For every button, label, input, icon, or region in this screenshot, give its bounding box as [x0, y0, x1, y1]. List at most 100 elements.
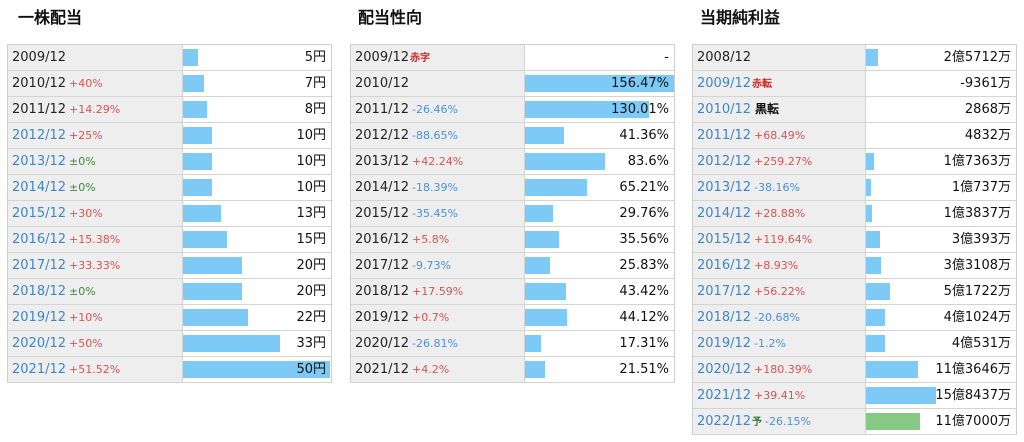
change-percent: +30%	[69, 207, 103, 220]
value-bar	[525, 179, 587, 196]
year-label[interactable]: 2019/12	[697, 336, 752, 351]
dividend-row-label: 2017/12 +33.33%	[8, 253, 183, 278]
payout-row: 2010/12 156.47%	[351, 71, 674, 97]
value-bar	[525, 309, 567, 326]
year-label[interactable]: 2015/12	[697, 232, 752, 247]
row-value: 11億3646万	[935, 362, 1011, 377]
year-label[interactable]: 2009/12	[697, 76, 752, 91]
change-percent: +5.8%	[412, 233, 450, 246]
dividend-row-label: 2012/12 +25%	[8, 123, 183, 148]
row-value: 2868万	[964, 102, 1011, 117]
year-label[interactable]: 2016/12	[697, 258, 752, 273]
row-value: 50円	[296, 362, 326, 377]
row-value: 7円	[304, 76, 326, 91]
dividend-row-label: 2009/12	[8, 45, 183, 70]
dividend-row: 2015/12 +30% 13円	[8, 201, 331, 227]
value-bar	[866, 205, 872, 222]
payout-row: 2009/12赤字 -	[351, 45, 674, 71]
net-income-row: 2009/12赤転 -9361万	[693, 71, 1016, 97]
section-title-payout-ratio: 配当性向	[358, 8, 423, 27]
change-percent: +15.38%	[69, 233, 121, 246]
row-value: 41.36%	[619, 128, 669, 143]
value-bar	[525, 75, 674, 92]
change-percent: -9.73%	[412, 259, 451, 272]
year-label[interactable]: 2018/12	[12, 284, 67, 299]
payout-row-label: 2017/12 -9.73%	[351, 253, 525, 278]
payout-row: 2012/12 -88.65% 41.36%	[351, 123, 674, 149]
value-bar	[183, 257, 242, 274]
year-label[interactable]: 2017/12	[12, 258, 67, 273]
year-label[interactable]: 2012/12	[12, 128, 67, 143]
year-label[interactable]: 2014/12	[12, 180, 67, 195]
value-bar	[183, 205, 221, 222]
row-value: 20円	[296, 258, 326, 273]
change-percent: +42.24%	[412, 155, 464, 168]
year-label: 2014/12	[355, 180, 410, 195]
year-label[interactable]: 2017/12	[697, 284, 752, 299]
status-tag: 黒転	[755, 102, 780, 116]
change-percent: -1.2%	[754, 337, 786, 350]
row-value: 156.47%	[611, 76, 669, 91]
row-value: 20円	[296, 284, 326, 299]
row-value: 3億393万	[951, 232, 1011, 247]
row-value: 83.6%	[627, 154, 669, 169]
row-value: 25.83%	[619, 258, 669, 273]
payout-row: 2019/12 +0.7% 44.12%	[351, 305, 674, 331]
change-percent: +39.41%	[754, 389, 806, 402]
payout-row-label: 2020/12 -26.81%	[351, 331, 525, 356]
year-label[interactable]: 2015/12	[12, 206, 67, 221]
change-percent: +40%	[69, 77, 103, 90]
row-value: 22円	[296, 310, 326, 325]
value-bar	[866, 361, 918, 378]
payout-row: 2021/12 +4.2% 21.51%	[351, 357, 674, 383]
change-percent: +0.7%	[412, 311, 450, 324]
net-income-row-label: 2018/12 -20.68%	[693, 305, 866, 330]
change-percent: -88.65%	[412, 129, 458, 142]
year-label: 2016/12	[355, 232, 410, 247]
year-label[interactable]: 2013/12	[697, 180, 752, 195]
change-percent: -20.68%	[754, 311, 800, 324]
change-percent: +10%	[69, 311, 103, 324]
value-bar	[866, 231, 880, 248]
net-income-row: 2018/12 -20.68% 4億1024万	[693, 305, 1016, 331]
payout-row: 2014/12 -18.39% 65.21%	[351, 175, 674, 201]
payout-row: 2017/12 -9.73% 25.83%	[351, 253, 674, 279]
value-bar	[183, 283, 242, 300]
year-label[interactable]: 2016/12	[12, 232, 67, 247]
value-bar	[183, 75, 204, 92]
change-percent: +28.88%	[754, 207, 806, 220]
year-label[interactable]: 2020/12	[697, 362, 752, 377]
year-label[interactable]: 2010/12	[697, 102, 752, 117]
forecast-bar	[866, 413, 920, 430]
year-label[interactable]: 2020/12	[12, 336, 67, 351]
year-label[interactable]: 2018/12	[697, 310, 752, 325]
year-label[interactable]: 2014/12	[697, 206, 752, 221]
value-bar	[183, 49, 198, 66]
value-bar	[866, 257, 881, 274]
row-value: 4832万	[964, 128, 1011, 143]
year-label[interactable]: 2021/12	[697, 388, 752, 403]
year-label[interactable]: 2021/12	[12, 362, 67, 377]
change-percent: -26.46%	[412, 103, 458, 116]
year-label: 2012/12	[355, 128, 410, 143]
year-label: 2015/12	[355, 206, 410, 221]
status-tag: 赤転	[752, 79, 773, 90]
dividend-row: 2018/12 ±0% 20円	[8, 279, 331, 305]
year-label[interactable]: 2019/12	[12, 310, 67, 325]
year-label[interactable]: 2013/12	[12, 154, 67, 169]
value-bar	[866, 387, 936, 404]
payout-row-label: 2021/12 +4.2%	[351, 357, 525, 382]
year-label: 2009/12	[355, 50, 410, 65]
net-income-row: 2013/12 -38.16% 1億737万	[693, 175, 1016, 201]
change-percent: +17.59%	[412, 285, 464, 298]
change-percent: ±0%	[69, 285, 96, 298]
year-label[interactable]: 2012/12	[697, 154, 752, 169]
dividend-row-label: 2010/12 +40%	[8, 71, 183, 96]
change-percent: -18.39%	[412, 181, 458, 194]
year-label[interactable]: 2022/12	[697, 414, 752, 429]
net-income-row-label: 2013/12 -38.16%	[693, 175, 866, 200]
year-label[interactable]: 2011/12	[697, 128, 752, 143]
value-bar	[183, 179, 212, 196]
change-percent: ±0%	[69, 181, 96, 194]
value-bar	[183, 231, 227, 248]
